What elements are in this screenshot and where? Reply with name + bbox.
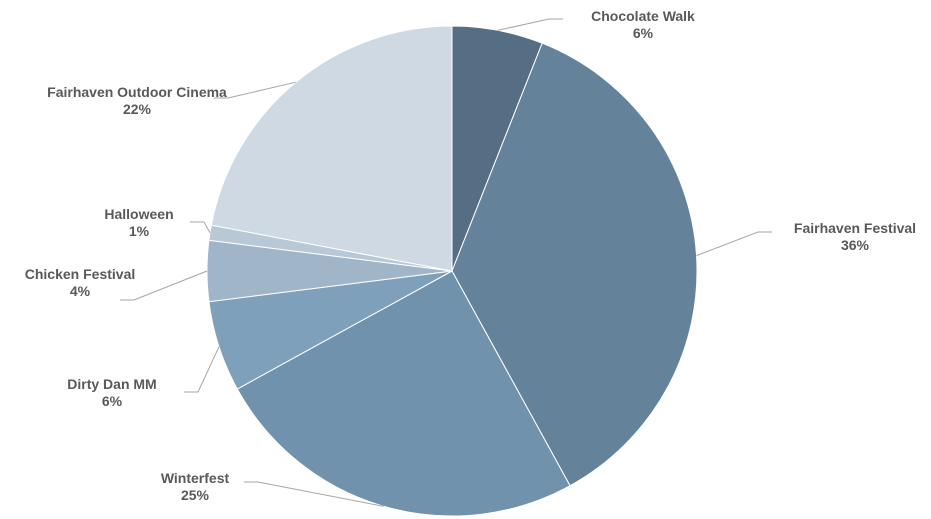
leader-line-fairhaven-outdoor-cinema — [214, 81, 296, 99]
data-label-halloween: Halloween 1% — [84, 206, 194, 240]
leader-line-dirty-dan-mm — [184, 346, 220, 393]
slice-percent: 6% — [101, 393, 123, 409]
slice-name: Chocolate Walk — [591, 8, 695, 24]
data-label-fairhaven-outdoor-cinema: Fairhaven Outdoor Cinema 22% — [30, 84, 244, 118]
leader-line-chocolate-walk — [497, 18, 563, 31]
leader-line-winterfest — [244, 481, 384, 507]
data-label-chicken-festival: Chicken Festival 4% — [0, 266, 160, 300]
slice-percent: 25% — [180, 487, 210, 503]
data-label-winterfest: Winterfest 25% — [140, 470, 250, 504]
data-label-fairhaven-festival: Fairhaven Festival 36% — [760, 220, 931, 254]
slice-name: Dirty Dan MM — [67, 376, 157, 392]
pie-slice-winterfest — [236, 270, 571, 517]
slice-name: Winterfest — [160, 470, 230, 486]
leader-line-chicken-festival — [120, 270, 208, 301]
slice-percent: 36% — [840, 237, 870, 253]
pie-slices — [206, 25, 698, 517]
slice-name: Halloween — [104, 206, 174, 222]
data-label-chocolate-walk: Chocolate Walk 6% — [560, 8, 726, 42]
slice-percent: 1% — [128, 223, 150, 239]
leader-line-halloween — [190, 221, 211, 233]
slice-percent: 6% — [632, 25, 654, 41]
slice-percent: 22% — [122, 101, 152, 117]
leader-line-fairhaven-festival — [696, 231, 772, 257]
data-label-dirty-dan-mm: Dirty Dan MM 6% — [40, 376, 184, 410]
slice-name: Chicken Festival — [24, 266, 136, 282]
leader-lines — [120, 18, 772, 507]
pie-slice-fairhaven-outdoor-cinema — [210, 25, 453, 272]
slice-name: Fairhaven Outdoor Cinema — [47, 84, 227, 100]
slice-percent: 4% — [69, 283, 91, 299]
pie-slice-fairhaven-festival — [451, 42, 698, 487]
slice-name: Fairhaven Festival — [793, 220, 917, 236]
